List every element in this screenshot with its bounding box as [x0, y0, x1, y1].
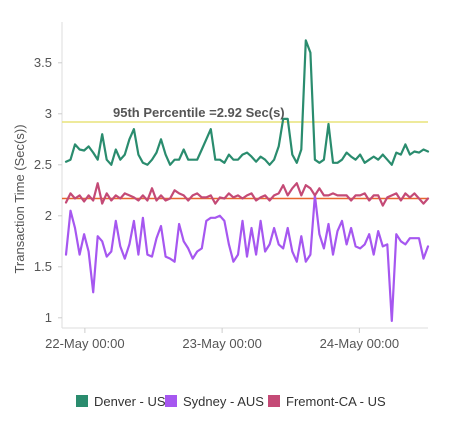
percentile-annotation: 95th Percentile =2.92 Sec(s) — [113, 105, 285, 120]
reference-lines — [62, 121, 428, 200]
x-tick-label: 23-May 00:00 — [182, 336, 262, 351]
series-line-0 — [64, 39, 430, 166]
legend-swatch — [268, 395, 280, 407]
y-tick-label: 2 — [45, 208, 52, 223]
y-axis-label: Transaction Time (Sec(s)) — [12, 124, 27, 273]
legend-item[interactable]: Fremont-CA - US — [286, 394, 386, 409]
annotations: 95th Percentile =2.92 Sec(s) — [113, 105, 285, 120]
y-tick-label: 1.5 — [34, 259, 52, 274]
legend-swatch — [165, 395, 177, 407]
legend-item[interactable]: Denver - US — [94, 394, 166, 409]
legend-swatch — [76, 395, 88, 407]
y-tick-label: 3.5 — [34, 55, 52, 70]
series-line-1 — [64, 194, 430, 322]
y-tick-label: 2.5 — [34, 157, 52, 172]
axes: 1 1.5 2 2.5 3 3.5 22-May 00:00 23-May 00:00 24-M… — [34, 22, 428, 351]
legend-item[interactable]: Sydney - AUS — [183, 394, 264, 409]
x-tick-label: 24-May 00:00 — [320, 336, 400, 351]
series-line-2 — [64, 182, 430, 207]
y-tick-label: 3 — [45, 106, 52, 121]
legend: Denver - US Sydney - AUS Fremont-CA - US — [76, 394, 386, 409]
x-tick-label: 22-May 00:00 — [45, 336, 125, 351]
series-layer — [64, 39, 430, 322]
y-tick-label: 1 — [45, 310, 52, 325]
